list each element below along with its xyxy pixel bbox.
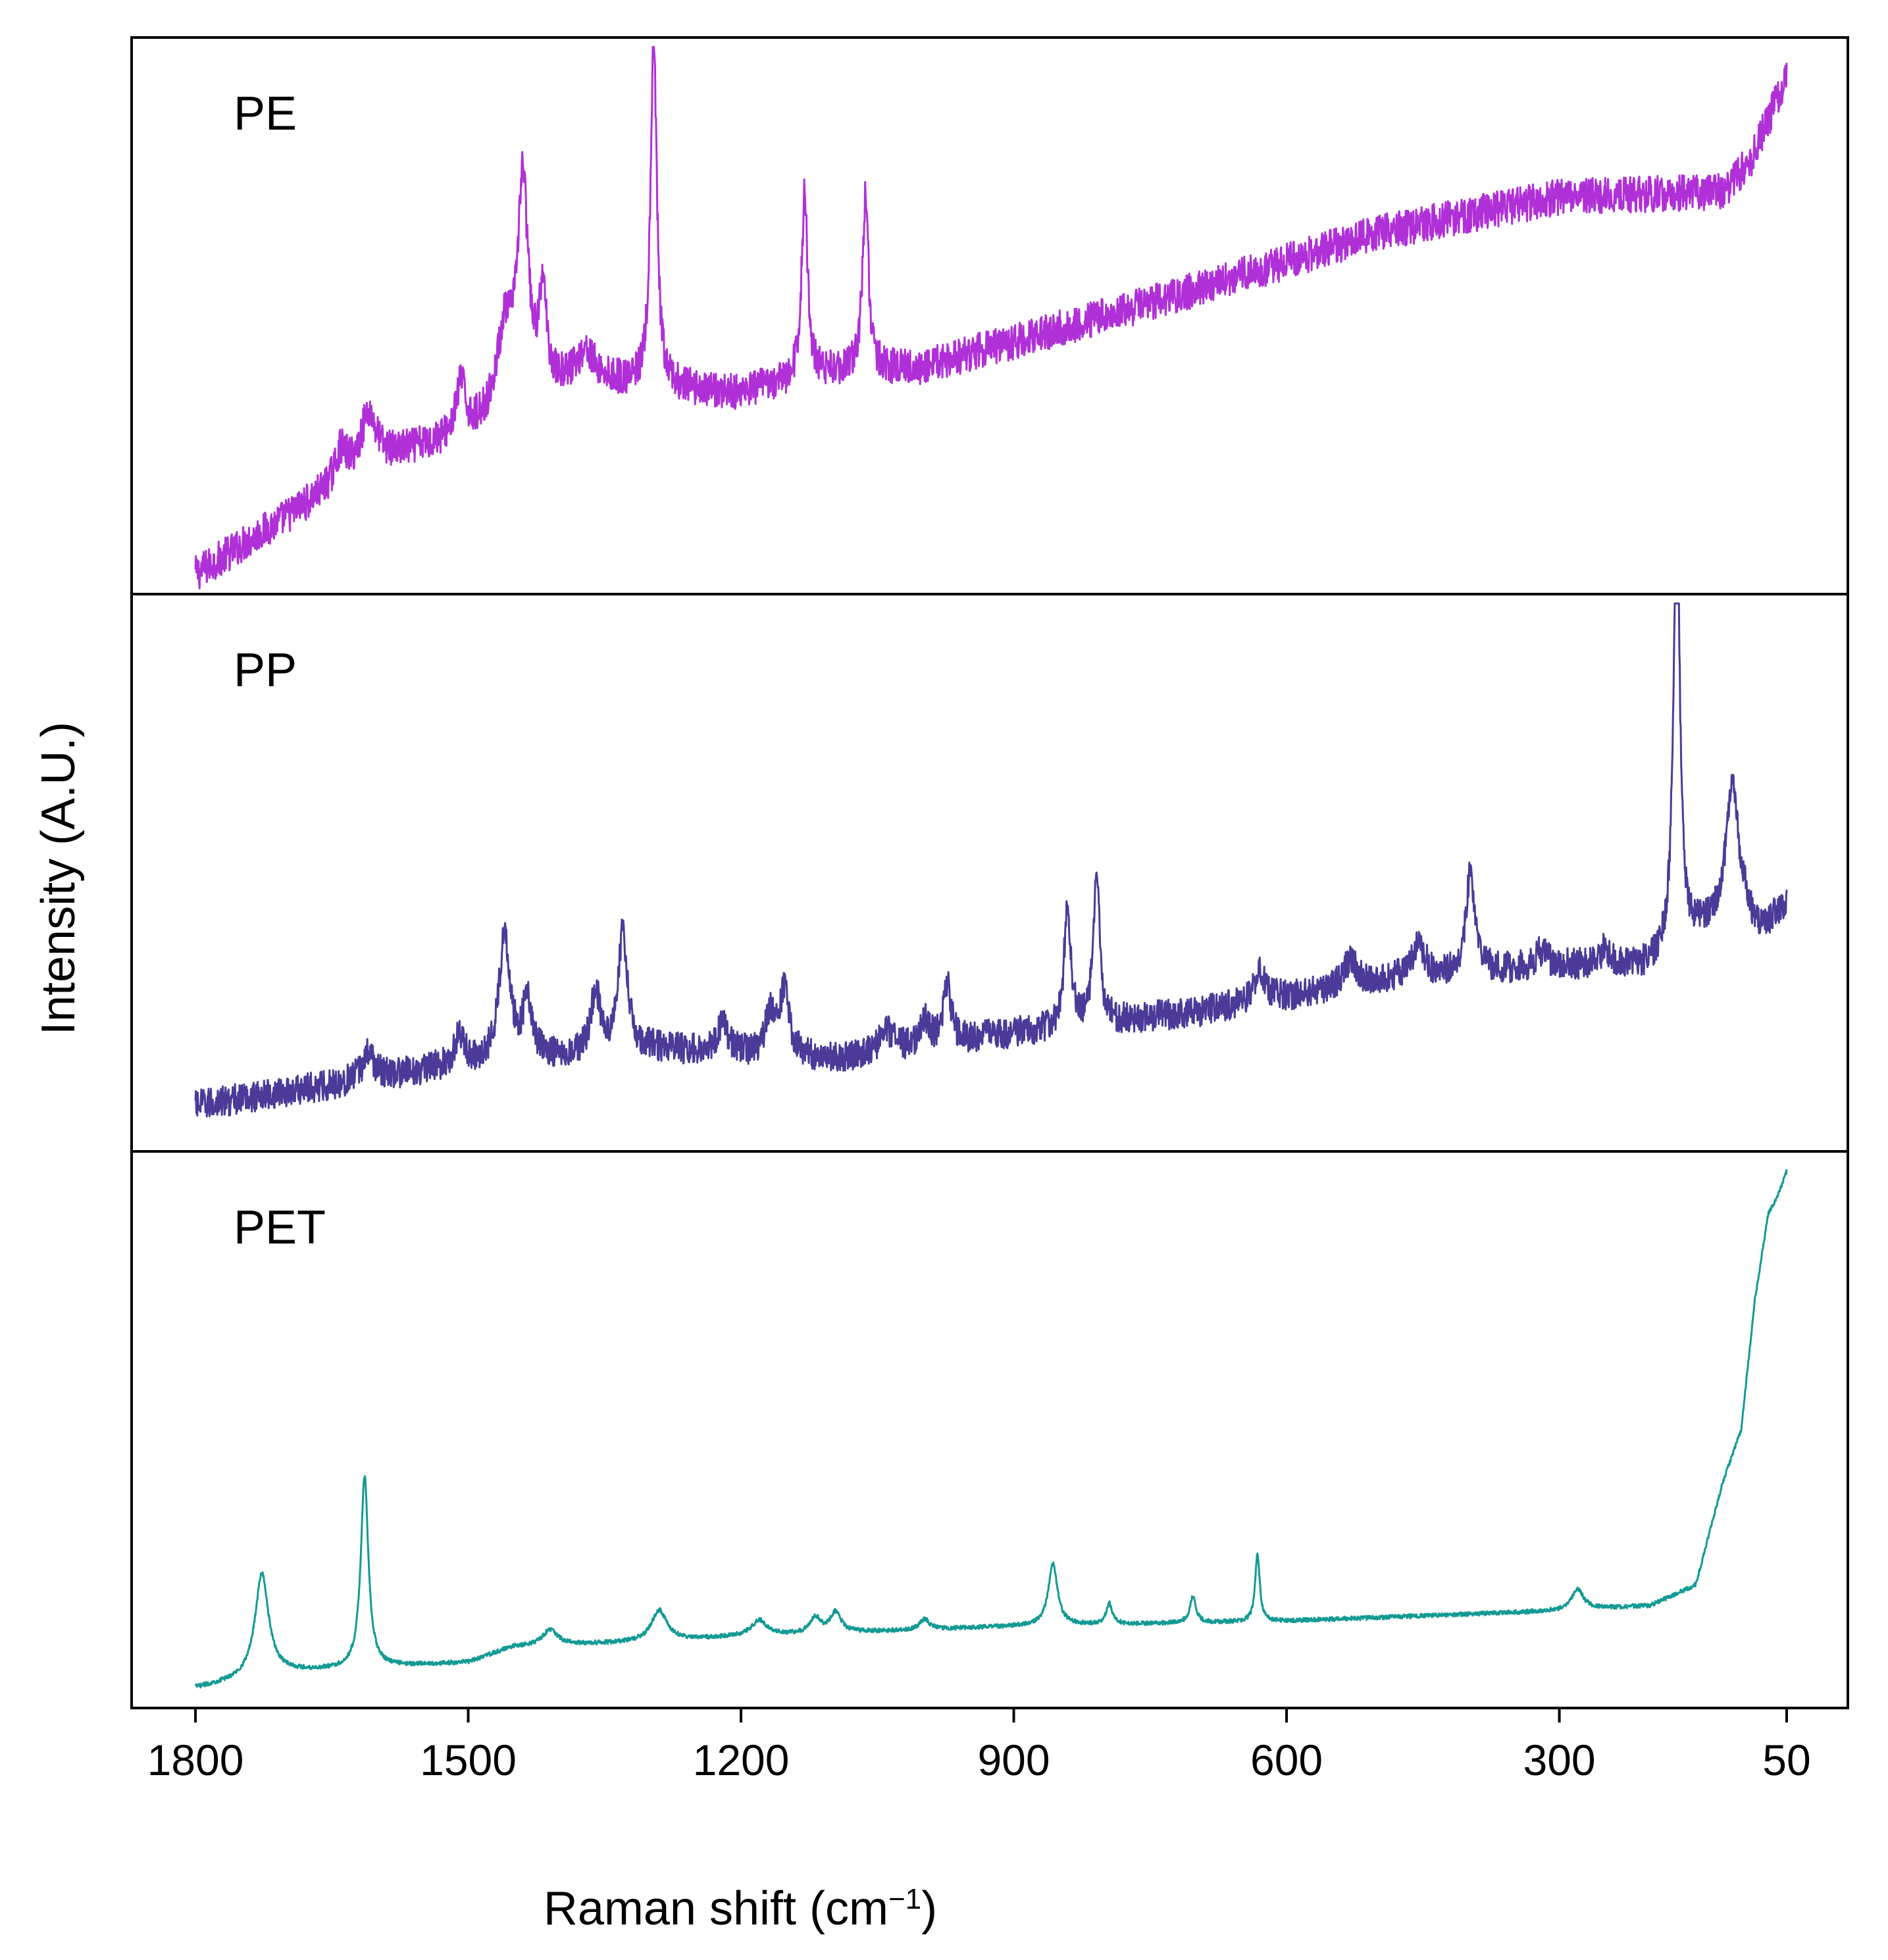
x-axis-title: Raman shift (cm−1) bbox=[544, 1882, 937, 1935]
x-tick-label: 300 bbox=[1523, 1736, 1596, 1784]
panel-pe: PE bbox=[130, 36, 1849, 595]
spectrum-line-pet bbox=[194, 1168, 1788, 1689]
panel-pet: PET bbox=[130, 1150, 1849, 1709]
x-axis-title-superscript: −1 bbox=[888, 1883, 921, 1915]
x-axis-title-main: Raman shift (cm bbox=[544, 1882, 888, 1935]
panels-layer: PE PP PET bbox=[130, 36, 1849, 1709]
y-axis-title: Intensity (A.U.) bbox=[32, 722, 85, 1035]
panel-frame bbox=[130, 1150, 1849, 1709]
x-tick-label: 900 bbox=[977, 1736, 1050, 1784]
x-tick-label: 1200 bbox=[693, 1736, 790, 1784]
panel-label: PE bbox=[234, 88, 297, 140]
panel-pp: PP bbox=[130, 593, 1849, 1153]
x-axis: 1800 1500 1200 900 600 300 50 bbox=[147, 1708, 1811, 1784]
x-tick-label: 50 bbox=[1762, 1736, 1810, 1784]
x-tick-label: 1500 bbox=[420, 1736, 517, 1784]
panel-frame bbox=[130, 36, 1849, 595]
panel-label: PP bbox=[234, 644, 297, 697]
panel-label: PET bbox=[234, 1201, 326, 1254]
x-axis-title-suffix: ) bbox=[921, 1882, 937, 1935]
spectrum-line-pp bbox=[194, 602, 1788, 1118]
x-tick-label: 600 bbox=[1250, 1736, 1323, 1784]
spectrum-line-pe bbox=[194, 45, 1788, 590]
x-tick-label: 1800 bbox=[147, 1736, 244, 1784]
